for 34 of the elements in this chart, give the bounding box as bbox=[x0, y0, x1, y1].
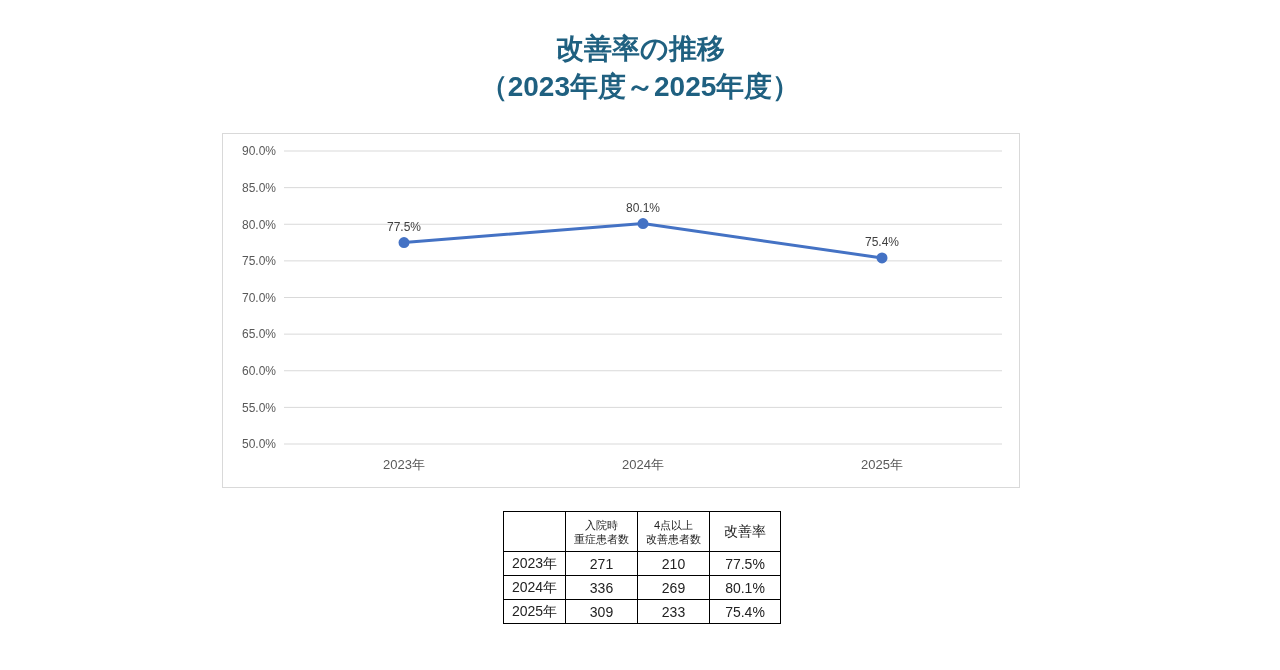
data-label: 233 bbox=[637, 599, 710, 624]
data-label: 80.1% bbox=[625, 200, 661, 215]
text: 80.1% bbox=[725, 579, 765, 596]
point bbox=[398, 237, 410, 249]
text: 入院時重症患者数 bbox=[573, 517, 630, 546]
data-label: 336 bbox=[565, 575, 638, 600]
y-tick-label: 70.0% bbox=[241, 290, 277, 305]
y-tick-label: 50.0% bbox=[241, 437, 277, 452]
data-label: 75.4% bbox=[864, 234, 900, 249]
text: 改善率 bbox=[724, 522, 766, 539]
point bbox=[637, 218, 649, 230]
data-label: 309 bbox=[565, 599, 638, 624]
x-tick-label: 2025年 bbox=[861, 457, 903, 473]
category-label: 2024年 bbox=[503, 575, 566, 600]
data-label: 77.5% bbox=[386, 219, 422, 234]
y-tick-label: 90.0% bbox=[241, 144, 277, 159]
y-tick-label: 75.0% bbox=[241, 254, 277, 269]
text: 4点以上改善患者数 bbox=[645, 517, 702, 546]
category-label: 2023年 bbox=[503, 551, 566, 576]
point bbox=[876, 252, 888, 264]
y-tick-label: 80.0% bbox=[241, 217, 277, 232]
data-label: 210 bbox=[637, 551, 710, 576]
category-label: 2025年 bbox=[503, 599, 566, 624]
data-label: 269 bbox=[637, 575, 710, 600]
y-tick-label: 60.0% bbox=[241, 364, 277, 379]
y-tick-label: 55.0% bbox=[241, 400, 277, 415]
y-tick-label: 85.0% bbox=[241, 180, 277, 195]
text: 75.4% bbox=[725, 603, 765, 620]
x-tick-label: 2023年 bbox=[383, 457, 425, 473]
chart-title: 改善率の推移（2023年度～2025年度） bbox=[478, 32, 802, 104]
text: 77.5% bbox=[725, 555, 765, 572]
data-label: 271 bbox=[565, 551, 638, 576]
y-tick-label: 65.0% bbox=[241, 327, 277, 342]
x-tick-label: 2024年 bbox=[622, 457, 664, 473]
